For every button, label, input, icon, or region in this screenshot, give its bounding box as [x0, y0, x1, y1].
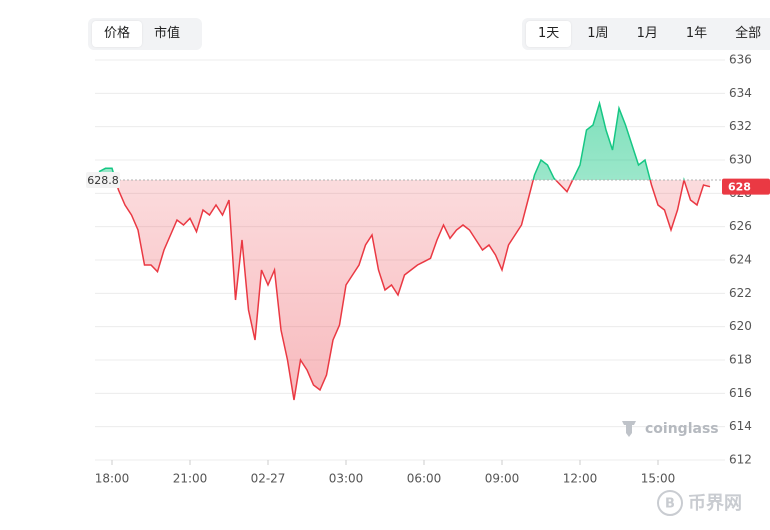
range-tab[interactable]: 1年 — [685, 26, 708, 41]
metric-tab[interactable]: 价格 — [92, 21, 143, 47]
y-tick-label: 632 — [729, 119, 752, 133]
y-tick-label: 620 — [729, 319, 752, 333]
x-tick-label: 15:00 — [641, 472, 676, 486]
x-tick-label: 21:00 — [173, 472, 208, 486]
y-tick-label: 626 — [729, 219, 752, 233]
footer-logo: B 币界网 — [657, 490, 742, 516]
y-tick-label: 634 — [729, 86, 752, 100]
y-tick-label: 622 — [729, 286, 752, 300]
watermark: coinglass — [622, 421, 719, 437]
area-up — [99, 103, 710, 180]
area-down — [99, 180, 710, 400]
range-tabs: 1天 1周 1月 1年 全部 — [522, 18, 770, 50]
line-down — [114, 180, 711, 401]
metric-tabs: 价格 市值 — [88, 18, 202, 50]
x-tick-label: 12:00 — [563, 472, 598, 486]
y-tick-label: 616 — [729, 386, 752, 400]
y-tick-label: 636 — [729, 53, 752, 67]
last-price-tag — [722, 178, 770, 195]
metric-tab[interactable]: 市值 — [154, 26, 181, 41]
x-tick-label: 03:00 — [329, 472, 364, 486]
x-tick-label: 09:00 — [485, 472, 520, 486]
y-tick-label: 612 — [729, 453, 752, 467]
y-tick-label: 630 — [729, 153, 752, 167]
baseline-label-bg — [86, 172, 120, 188]
line-up — [98, 100, 685, 180]
logo-icon — [657, 490, 683, 516]
watermark-icon — [622, 421, 636, 437]
watermark-text: coinglass — [645, 421, 719, 437]
last-price-label: 628 — [728, 181, 751, 194]
logo-text: 币界网 — [688, 493, 742, 514]
x-tick-label: 18:00 — [95, 472, 130, 486]
x-tick-label: 02-27 — [251, 472, 286, 486]
logo-b: B — [665, 497, 675, 512]
range-tab[interactable]: 1周 — [587, 26, 609, 41]
y-tick-label: 624 — [729, 253, 752, 267]
range-tab[interactable]: 1天 — [526, 21, 572, 47]
range-tab[interactable]: 1月 — [636, 26, 658, 41]
y-tick-label: 618 — [729, 353, 752, 367]
range-tab[interactable]: 全部 — [735, 26, 762, 41]
baseline-label: 628.8 — [87, 174, 119, 187]
x-tick-label: 06:00 — [407, 472, 442, 486]
y-tick-label: 614 — [729, 419, 752, 433]
